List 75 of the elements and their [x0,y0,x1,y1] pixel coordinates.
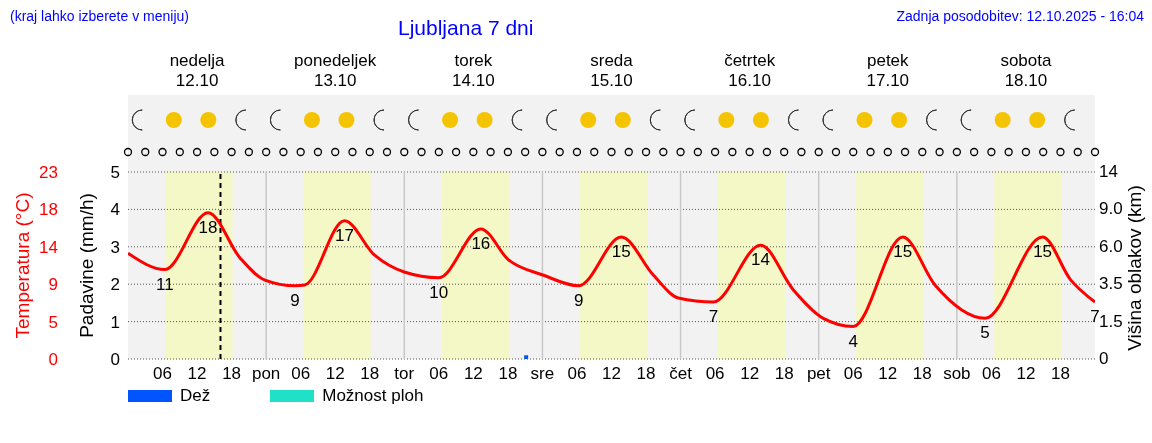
x-tick-label: 18 [498,364,518,384]
x-tick-label: 12 [187,364,207,384]
x-tick-label: 06 [567,364,587,384]
x-tick-label: 12 [740,364,760,384]
x-tick-label: sre [530,364,555,384]
x-tick-label: 18 [222,364,242,384]
chart-title: Ljubljana 7 dni [398,16,534,40]
x-tick-label: 18 [360,364,380,384]
y2-axis-title: Temperatura (°C) [11,192,33,339]
x2-tick-label: sreda 15.10 [590,51,634,90]
y-tick-label: 5 [110,163,120,183]
text: 14 [1099,162,1118,182]
x-tick-label: tor [394,364,415,384]
x-tick-label: 12 [463,364,483,384]
x-tick-label: 06 [153,364,172,384]
data-label: 15 [1033,242,1053,262]
x-tick-label: 06 [981,364,1001,384]
y-tick-label: 0 [110,350,120,370]
data-label: 7 [1090,307,1100,327]
y-tick-label: 2 [110,275,120,295]
text: (kraj lahko izberete v meniju) [10,8,189,24]
x-tick-label: 12 [602,364,621,384]
x-tick-label: 12 [1016,364,1036,384]
x-tick-label: čet [669,364,693,384]
x2-tick-label: sobota 18.10 [1000,51,1052,90]
x2-tick-label: nedelja 12.10 [169,51,226,90]
data-label: 18 [198,217,218,237]
text: Zadnja posodobitev: 12.10.2025 - 16:04 [896,8,1144,24]
x-tick-label: sob [943,364,971,384]
y3-axis-title: Višina oblakov (km) [1124,185,1145,351]
data-label: 4 [848,331,858,351]
text: 1.5 [1099,311,1123,332]
y-tick-label: 1 [110,312,120,332]
legend-label: Možnost ploh [321,386,424,406]
legend-label: Dež [179,386,211,406]
text: 0 [1099,349,1109,369]
x-tick-label: 06 [291,364,311,384]
data-label: 17 [334,225,354,245]
y2-tick-label: 14 [39,237,58,257]
text: 3.5 [1099,274,1123,295]
y2-tick-label: 23 [39,163,58,183]
x-tick-label: 18 [912,364,932,384]
x-tick-label: pon [251,364,281,384]
x2-tick-label: četrtek 16.10 [724,51,776,90]
x2-tick-label: torek 14.10 [452,51,495,90]
data-label: 15 [611,242,631,262]
text: 6.0 [1099,236,1123,257]
text: 9.0 [1099,199,1123,220]
x-tick-label: 18 [636,364,656,384]
y-tick-label: 3 [110,237,120,257]
x2-tick-label: petek 17.10 [866,51,910,90]
data-label: 16 [471,233,491,253]
x-tick-label: 12 [325,364,345,384]
y2-tick-label: 0 [48,350,58,370]
data-label: 7 [708,307,719,327]
y-axis-title: Padavine (mm/h) [75,193,97,338]
data-label: 11 [156,274,174,294]
y-tick-label: 4 [110,200,120,220]
data-label: 14 [751,250,771,270]
x-tick-label: 18 [774,364,794,384]
y2-tick-label: 9 [48,275,58,295]
x-tick-label: 06 [843,364,863,384]
data-label: 9 [573,290,584,310]
data-label: 15 [893,242,913,262]
x-tick-label: 12 [878,364,898,384]
x-tick-label: 06 [705,364,725,384]
data-label: 9 [290,290,300,310]
x2-tick-label: ponedeljek 13.10 [294,51,377,90]
x-tick-label: pet [806,364,831,384]
data-label: 5 [980,323,990,343]
x-tick-label: 06 [429,364,449,384]
y2-tick-label: 18 [39,200,58,220]
data-label: 10 [429,282,449,302]
y2-tick-label: 5 [48,312,58,332]
x-tick-label: 18 [1051,364,1070,384]
